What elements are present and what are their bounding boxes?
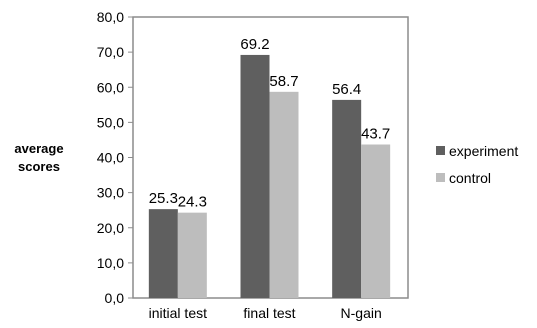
data-label: 43.7 (361, 126, 390, 143)
bar-control (361, 144, 391, 298)
bar-experiment (148, 209, 178, 298)
x-axis-labels: initial test final test N-gain (149, 305, 382, 321)
y-tick-label: 70,0 (97, 44, 124, 60)
y-tick-label: 10,0 (97, 255, 124, 271)
y-axis-title-line: average (14, 141, 63, 156)
legend-label: experiment (449, 143, 518, 159)
x-tick-label: N-gain (341, 305, 382, 321)
legend: experiment control (436, 143, 518, 186)
legend-swatch-experiment (436, 146, 445, 155)
y-tick-label: 0,0 (105, 290, 125, 306)
x-tick-label: final test (243, 305, 295, 321)
data-label: 25.3 (149, 190, 178, 207)
y-tick-label: 40,0 (97, 150, 124, 166)
legend-label: control (449, 170, 491, 186)
bar-control (177, 212, 207, 298)
bar-control (269, 91, 299, 298)
bar-experiment (240, 54, 270, 299)
y-tick-label: 80,0 (97, 9, 124, 25)
data-label: 58.7 (269, 73, 298, 90)
bar-experiment (332, 99, 362, 299)
y-tick-label: 20,0 (97, 220, 124, 236)
y-axis-ticks: 0,0 10,0 20,0 30,0 40,0 50,0 60,0 70,0 80,0 (97, 9, 133, 306)
data-label: 24.3 (178, 194, 207, 211)
y-tick-label: 60,0 (97, 79, 124, 95)
data-labels: 25.3 24.3 69.2 58.7 56.4 43.7 (149, 36, 391, 211)
y-tick-label: 30,0 (97, 185, 124, 201)
y-axis-label: average scores (14, 141, 63, 174)
data-label: 69.2 (240, 36, 269, 53)
bars (148, 54, 391, 299)
y-axis-title-line: scores (18, 159, 60, 174)
x-tick-label: initial test (149, 305, 207, 321)
data-label: 56.4 (332, 81, 361, 98)
legend-swatch-control (436, 173, 445, 182)
y-tick-label: 50,0 (97, 114, 124, 130)
